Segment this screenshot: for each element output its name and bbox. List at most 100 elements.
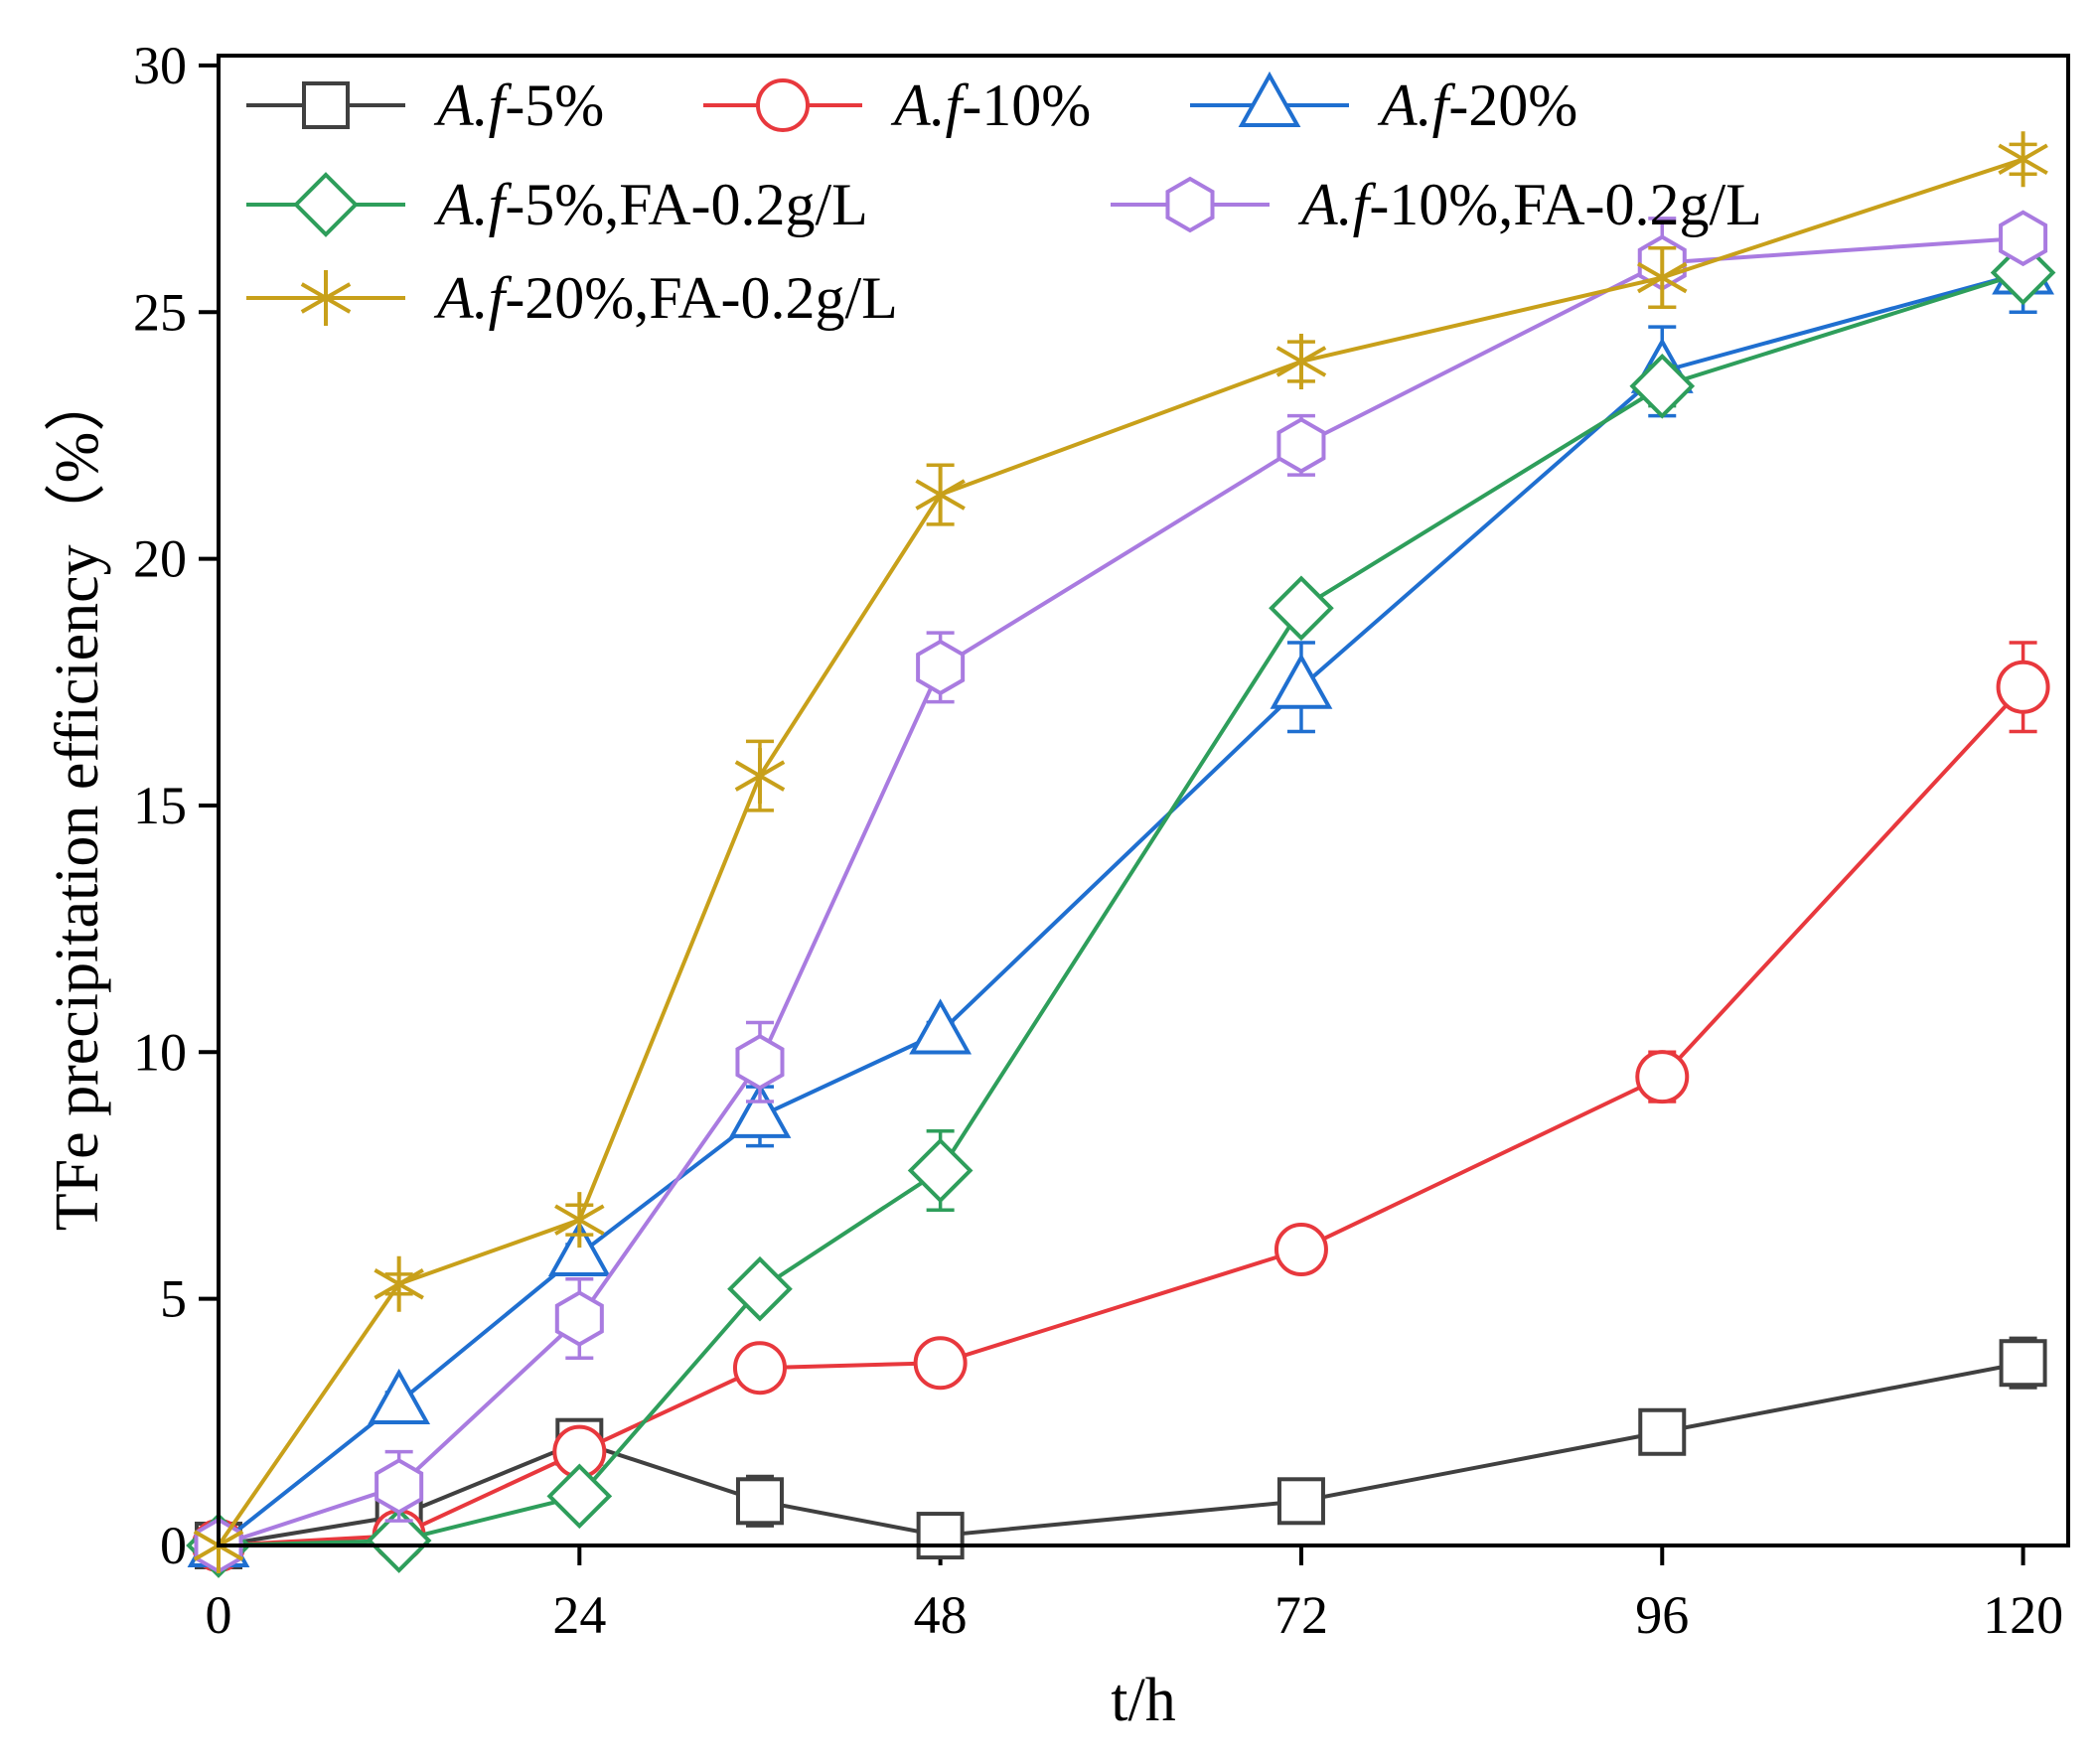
legend-marker-af10fa (1165, 176, 1215, 233)
legend-item-af20fa: A.f-20%,FA-0.2g/L (246, 265, 898, 331)
legend-marker-af20 (1238, 71, 1301, 127)
data-point-af10fa (735, 1033, 785, 1091)
data-point-af5 (1276, 1477, 1325, 1526)
legend-item-af10: A.f-10% (703, 73, 1091, 138)
legend-marker-af20fa-stroke (300, 282, 352, 314)
data-point-af5 (1638, 1407, 1687, 1456)
legend-label-italic: A.f (433, 172, 513, 237)
data-point-af5 (916, 1512, 965, 1560)
data-point-af20 (368, 1368, 431, 1424)
data-point-af20 (547, 1220, 611, 1276)
data-point-af20fa (554, 1192, 605, 1249)
y-tick-label: 25 (133, 282, 187, 342)
data-point-af10fa (375, 1458, 424, 1515)
series-af20fa (193, 131, 2048, 1573)
data-point-af20fa-stroke (734, 760, 786, 792)
data-point-af5 (735, 1477, 784, 1526)
legend-item-af5fa: A.f-5%,FA-0.2g/L (246, 172, 868, 237)
legend-label-italic: A.f (1297, 172, 1377, 237)
legend-label-italic: A.f (433, 265, 513, 331)
data-point-af20 (1270, 653, 1333, 709)
data-point-af20fa (1637, 249, 1688, 306)
data-point-af10 (732, 1341, 787, 1396)
y-tick-label: 0 (160, 1516, 187, 1575)
series-af5fa (186, 239, 2056, 1578)
data-point-af20fa-stroke (1275, 346, 1327, 377)
data-point-af10fa (1999, 210, 2048, 267)
legend-label-italic: A.f (890, 73, 970, 138)
data-point-af5 (1999, 1339, 2047, 1388)
data-point-af20fa-stroke (1637, 261, 1688, 294)
data-point-af5fa (907, 1137, 974, 1204)
x-tick-label: 72 (1274, 1585, 1328, 1645)
data-point-af5fa (727, 1255, 793, 1322)
x-tick-label: 24 (552, 1585, 606, 1645)
x-tick-label: 96 (1635, 1585, 1689, 1645)
data-point-af10 (1996, 660, 2050, 714)
legend-marker-af5fa (293, 172, 359, 237)
series-layer (186, 131, 2056, 1578)
data-point-af20fa (1998, 131, 2048, 188)
series-line-af5 (218, 1361, 2023, 1547)
data-point-af5fa (1629, 353, 1696, 419)
data-point-af20fa-stroke (1998, 143, 2048, 176)
legend-label-af5fa: A.f-5%,FA-0.2g/L (433, 172, 868, 237)
y-tick-label: 5 (160, 1269, 187, 1329)
legend-marker-af20fa (300, 270, 352, 326)
legend-item-af20: A.f-20% (1190, 71, 1577, 138)
data-point-af10fa (554, 1290, 604, 1347)
series-af10 (192, 641, 2050, 1572)
data-point-af20fa (374, 1255, 424, 1312)
legend-label-italic: A.f (433, 73, 513, 138)
data-point-af5fa (546, 1463, 613, 1530)
series-af5 (195, 1336, 2047, 1569)
legend-label-rest: -10%,FA-0.2g/L (1369, 172, 1762, 237)
data-point-af10fa (1276, 417, 1326, 474)
legend-label-italic: A.f (1377, 73, 1456, 138)
data-point-af10fa (916, 639, 966, 696)
series-line-af10 (218, 685, 2025, 1547)
legend-label-af10: A.f-10% (890, 73, 1091, 138)
y-tick-label: 30 (133, 36, 187, 95)
legend-marker-af5 (302, 81, 350, 129)
legend: A.f-5% A.f-10% A.f-20%A.f-5%,FA-0.2g/L A.f-… (246, 71, 1762, 331)
data-point-af20fa-stroke (374, 1268, 424, 1300)
legend-label-rest: -5%,FA-0.2g/L (505, 172, 868, 237)
data-point-af10 (913, 1336, 968, 1391)
plot-frame (217, 54, 2070, 1547)
series-af20 (187, 231, 2054, 1567)
legend-label-af20fa: A.f-20%,FA-0.2g/L (433, 265, 898, 331)
legend-label-rest: -5% (505, 73, 604, 138)
data-point-af20fa-stroke (554, 1204, 605, 1236)
data-point-af10 (1274, 1222, 1328, 1276)
legend-label-af10fa: A.f-10%,FA-0.2g/L (1297, 172, 1762, 237)
data-point-af20fa (915, 467, 966, 523)
legend-label-af5: A.f-5% (433, 73, 604, 138)
y-axis-label: TFe precipitation efficiency（%） (44, 370, 111, 1232)
data-point-af20fa-stroke (915, 479, 966, 511)
legend-item-af5: A.f-5% (246, 73, 604, 138)
series-line-af20 (217, 270, 2024, 1547)
x-tick-label: 0 (206, 1585, 232, 1645)
x-axis-label: t/h (1111, 1667, 1175, 1734)
data-point-af20fa (734, 748, 786, 805)
series-line-af5fa (218, 270, 2024, 1547)
legend-label-rest: -20% (1448, 73, 1577, 138)
data-point-af20 (909, 998, 973, 1055)
legend-label-rest: -10% (962, 73, 1091, 138)
data-point-af10 (1635, 1050, 1690, 1104)
legend-label-rest: -20%,FA-0.2g/L (505, 265, 898, 331)
data-point-af5fa (1269, 575, 1334, 642)
data-point-af20fa (1275, 333, 1327, 389)
data-point-af20 (728, 1082, 792, 1138)
y-tick-label: 10 (133, 1022, 187, 1082)
x-tick-label: 48 (914, 1585, 968, 1645)
y-tick-label: 15 (133, 776, 187, 835)
axes: 0 24 48 72 96 120 0 5 10 15 20 25 30 (133, 36, 2063, 1645)
x-tick-label: 120 (1983, 1585, 2063, 1645)
data-point-af5fa (366, 1508, 432, 1573)
legend-item-af10fa: A.f-10%,FA-0.2g/L (1111, 172, 1762, 237)
y-tick-label: 20 (133, 529, 187, 589)
legend-marker-af10 (756, 78, 810, 132)
